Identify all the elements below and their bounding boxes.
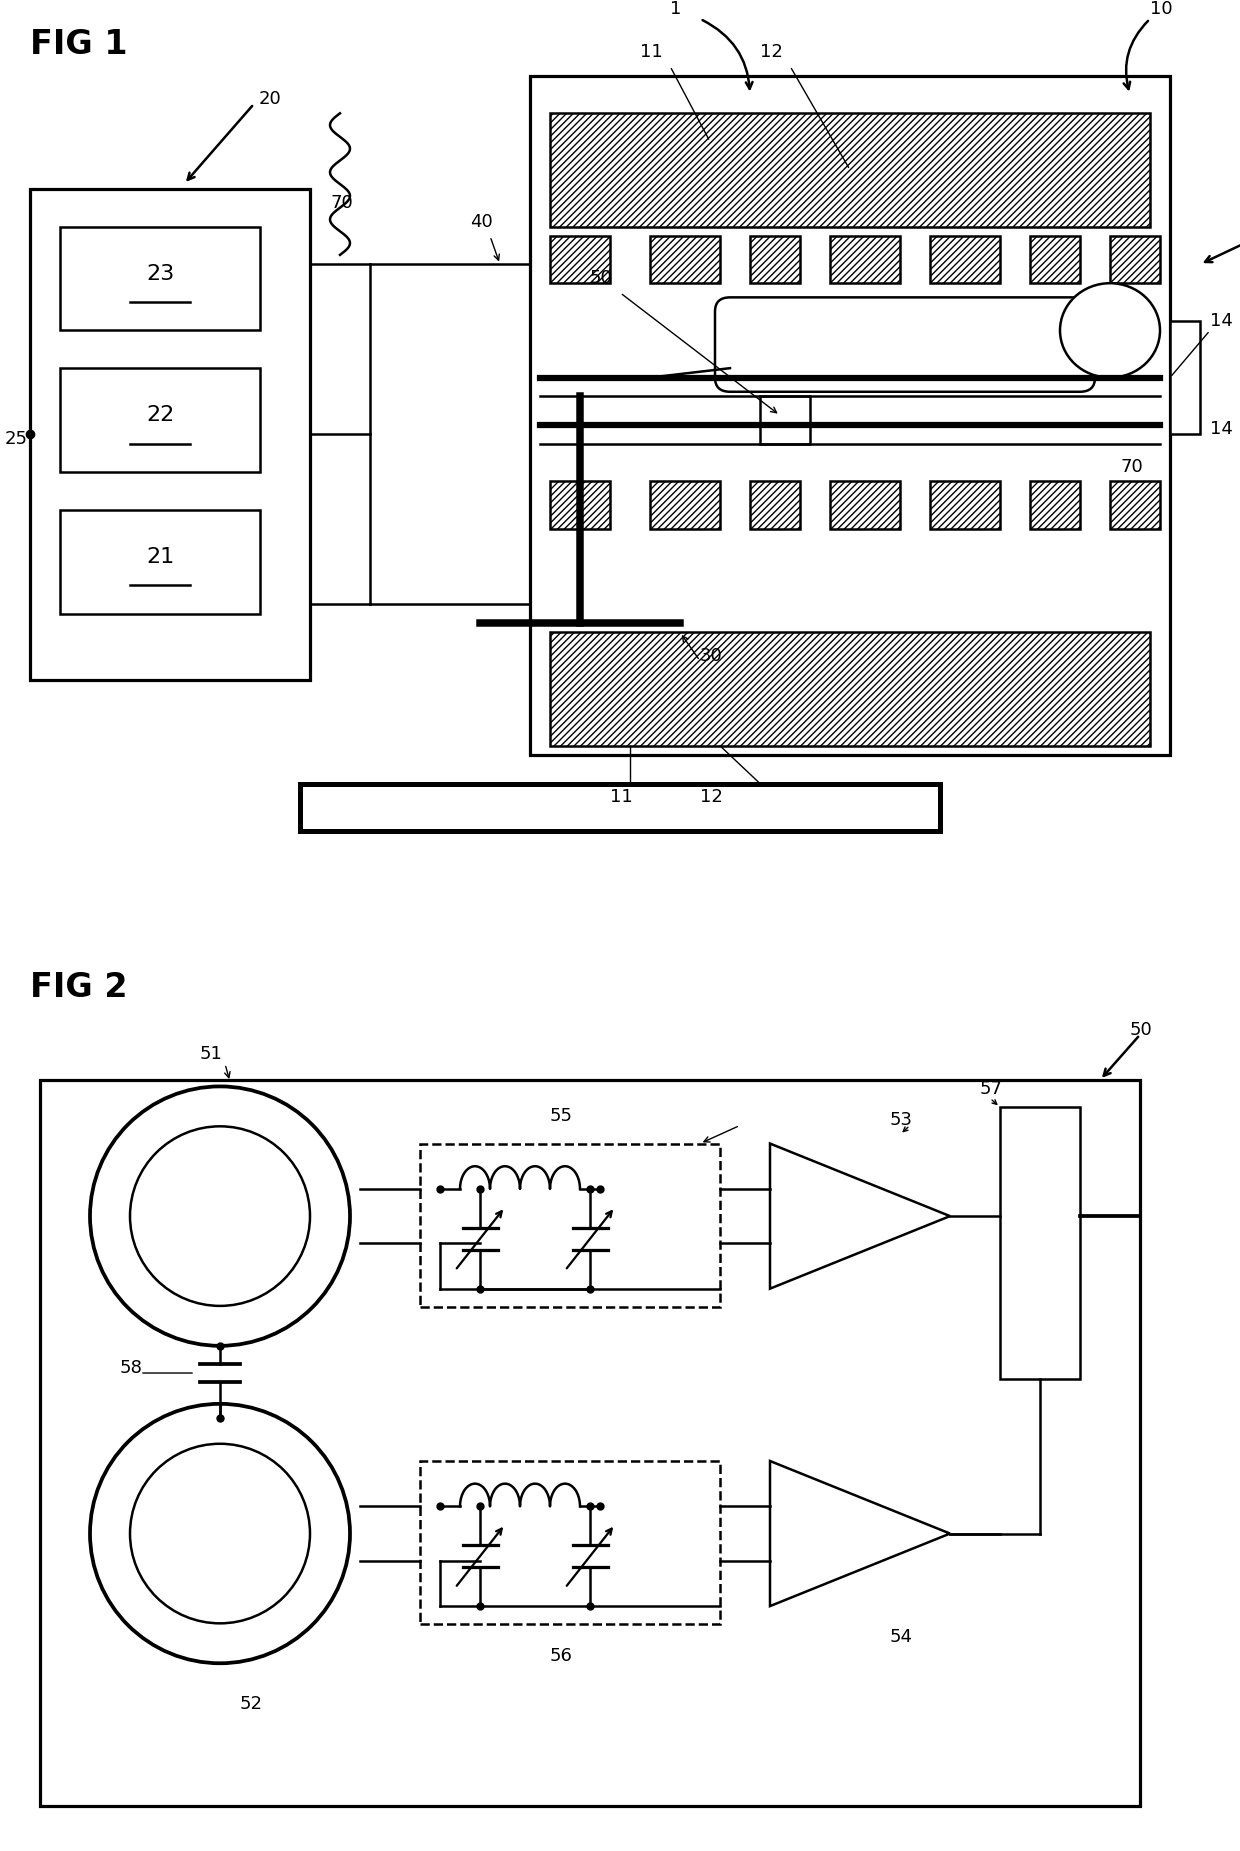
Text: 23: 23 [146, 263, 174, 283]
Ellipse shape [91, 1087, 350, 1346]
Bar [551, 237, 610, 283]
Polygon shape [770, 1144, 950, 1288]
Text: FIG 1: FIG 1 [30, 28, 128, 61]
Bar [60, 368, 260, 472]
Ellipse shape [130, 1444, 310, 1623]
Text: FIG 2: FIG 2 [30, 972, 128, 1005]
Bar [930, 481, 999, 529]
Bar [750, 481, 800, 529]
Text: 70: 70 [330, 194, 352, 211]
Bar [1110, 237, 1159, 283]
Bar [30, 189, 310, 679]
Bar [830, 237, 900, 283]
Bar [60, 509, 260, 615]
Text: 20: 20 [259, 91, 281, 107]
Bar [551, 113, 1149, 226]
Text: 52: 52 [241, 1696, 263, 1712]
Bar [420, 1460, 720, 1625]
Text: 22: 22 [146, 405, 174, 426]
Text: 11: 11 [610, 789, 632, 807]
Bar [1110, 481, 1159, 529]
Text: 51: 51 [200, 1046, 223, 1062]
Bar [750, 237, 800, 283]
Bar [650, 481, 720, 529]
Text: 58: 58 [120, 1359, 143, 1377]
Text: 25: 25 [5, 429, 29, 448]
Text: 55: 55 [551, 1107, 573, 1125]
Bar [1171, 320, 1200, 435]
Text: 50: 50 [1130, 1020, 1153, 1038]
Text: 11: 11 [640, 43, 662, 61]
Bar [650, 237, 720, 283]
Text: 12: 12 [760, 43, 782, 61]
Bar [40, 1079, 1140, 1807]
Text: 70: 70 [1120, 457, 1143, 476]
Text: 14: 14 [1210, 420, 1233, 439]
Bar [930, 237, 999, 283]
Text: 56: 56 [551, 1647, 573, 1664]
Bar [1030, 481, 1080, 529]
Circle shape [1060, 283, 1159, 378]
Text: 50: 50 [590, 268, 613, 287]
Text: 53: 53 [890, 1111, 913, 1129]
Text: 30: 30 [701, 646, 723, 665]
Bar [60, 226, 260, 331]
Text: 10: 10 [1149, 0, 1173, 19]
Text: 57: 57 [980, 1079, 1003, 1098]
Text: 14: 14 [1210, 311, 1233, 329]
Ellipse shape [130, 1125, 310, 1307]
Text: 1: 1 [670, 0, 681, 19]
Polygon shape [770, 1460, 950, 1607]
Ellipse shape [91, 1403, 350, 1664]
Bar [1030, 237, 1080, 283]
Text: 21: 21 [146, 546, 174, 566]
Bar [760, 396, 810, 444]
Text: 40: 40 [470, 213, 492, 231]
Bar [551, 633, 1149, 746]
Bar [830, 481, 900, 529]
Bar [999, 1107, 1080, 1379]
FancyBboxPatch shape [715, 298, 1095, 392]
Text: 12: 12 [701, 789, 723, 807]
Bar [300, 783, 940, 831]
Bar [529, 76, 1171, 755]
Bar [551, 481, 610, 529]
Text: 54: 54 [890, 1629, 913, 1646]
Bar [420, 1144, 720, 1307]
